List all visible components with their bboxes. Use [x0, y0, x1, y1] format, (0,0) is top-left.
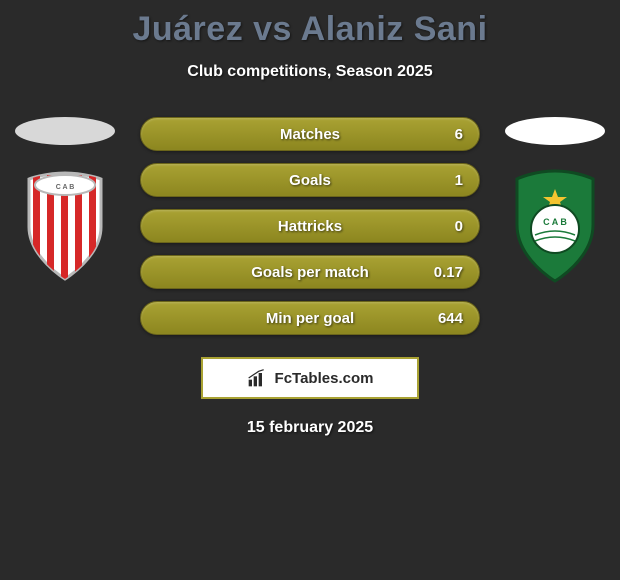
bar-chart-icon [247, 368, 267, 388]
right-side: C A B [500, 117, 610, 285]
stat-bar-matches: Matches 6 [140, 117, 480, 151]
stat-value: 0.17 [434, 264, 463, 281]
stat-value: 0 [455, 218, 463, 235]
stat-label: Goals per match [251, 264, 369, 281]
stat-bar-goals-per-match: Goals per match 0.17 [140, 255, 480, 289]
stat-value: 1 [455, 172, 463, 189]
stat-label: Matches [280, 126, 340, 143]
shield-stripes-icon: C A B [15, 165, 115, 285]
date-text: 15 february 2025 [0, 419, 620, 437]
stat-label: Hattricks [278, 218, 342, 235]
page-title: Juárez vs Alaniz Sani [0, 10, 620, 49]
svg-text:C A B: C A B [543, 217, 567, 227]
subtitle: Club competitions, Season 2025 [0, 63, 620, 81]
stat-bar-hattricks: Hattricks 0 [140, 209, 480, 243]
left-player-oval [15, 117, 115, 145]
main-row: C A B Matches 6 Goals 1 Hattricks 0 Goal… [0, 117, 620, 335]
stats-column: Matches 6 Goals 1 Hattricks 0 Goals per … [140, 117, 480, 335]
right-player-oval [505, 117, 605, 145]
right-club-badge: C A B [505, 165, 605, 285]
infographic-container: Juárez vs Alaniz Sani Club competitions,… [0, 0, 620, 580]
stat-bar-min-per-goal: Min per goal 644 [140, 301, 480, 335]
stat-value: 6 [455, 126, 463, 143]
svg-text:C A B: C A B [56, 184, 75, 191]
stat-bar-goals: Goals 1 [140, 163, 480, 197]
stat-value: 644 [438, 310, 463, 327]
brand-box: FcTables.com [201, 357, 419, 399]
left-side: C A B [10, 117, 120, 285]
stat-label: Min per goal [266, 310, 354, 327]
left-club-badge: C A B [15, 165, 115, 285]
shield-green-icon: C A B [505, 165, 605, 285]
stat-label: Goals [289, 172, 331, 189]
brand-text: FcTables.com [275, 370, 374, 387]
